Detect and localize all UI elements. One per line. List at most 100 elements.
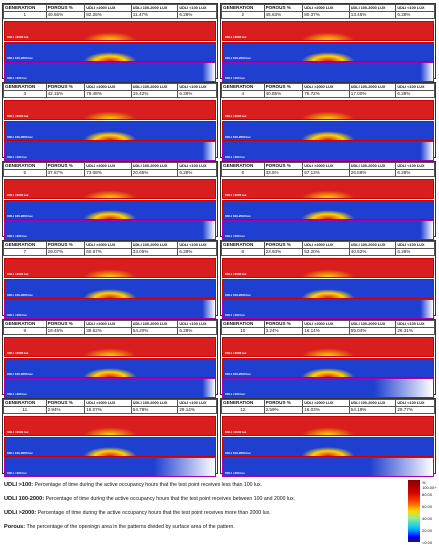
value-udli-2000: 53.20% <box>302 248 350 256</box>
generation-panel: GENERATION POROUS % UDLI >2000 LUX UDLI 100… <box>220 82 436 161</box>
generation-panel: GENERATION POROUS % UDLI >2000 LUX UDLI 100… <box>2 82 218 161</box>
generation-panel: GENERATION POROUS % UDLI >2000 LUX UDLI 100… <box>2 161 218 240</box>
header-udli-100: UDLI <100 LUX <box>395 320 435 328</box>
header-porous: POROUS % <box>263 4 304 12</box>
heatmap-strips: UDLI >2000 lux UDLI 100-2000 lux UDLI <100… <box>221 414 435 477</box>
value-generation: 8 <box>221 248 265 256</box>
header-generation: GENERATION <box>3 162 47 170</box>
value-porous: 45.63% <box>263 11 304 19</box>
generation-panel: GENERATION POROUS % UDLI >2000 LUX UDLI 100… <box>220 3 436 82</box>
strip-udli-over-2000: UDLI >2000 lux <box>4 100 216 120</box>
legend-term: Porous: <box>4 524 26 530</box>
strip-udli-over-2000-label: UDLI >2000 lux <box>225 430 247 434</box>
strip-udli-over-2000-label: UDLI >2000 lux <box>225 114 247 118</box>
value-porous: 2.59% <box>263 406 304 414</box>
heatmap-strips: UDLI >2000 lux UDLI 100-2000 lux UDLI <100… <box>221 19 435 82</box>
generation-table: GENERATION POROUS % UDLI >2000 LUX UDLI 100… <box>3 4 217 19</box>
value-udli-2000: 76.72% <box>302 90 350 98</box>
value-udli-2000: 16.14% <box>302 327 350 335</box>
value-generation: 2 <box>221 11 265 19</box>
legend-text: Percentage of time during the active occ… <box>37 510 271 516</box>
heatmap-strips: UDLI >2000 lux UDLI 100-2000 lux UDLI <100… <box>221 256 435 319</box>
strip-udli-under-100: UDLI <100 lux <box>222 378 434 398</box>
legend-text: Percentage of time during the active occ… <box>45 496 296 502</box>
value-porous: 2.94% <box>45 406 86 414</box>
header-generation: GENERATION <box>221 320 265 328</box>
header-udli-2000: UDLI >2000 LUX <box>84 241 132 249</box>
heatmap-strips: UDLI >2000 lux UDLI 100-2000 lux UDLI <100… <box>221 98 435 161</box>
header-udli-100-2000: UDLI 100-2000 LUX <box>348 241 397 249</box>
header-porous: POROUS % <box>263 162 304 170</box>
header-udli-100: UDLI <100 LUX <box>177 4 217 12</box>
header-generation: GENERATION <box>221 162 265 170</box>
header-udli-100: UDLI <100 LUX <box>177 399 217 407</box>
header-udli-100: UDLI <100 LUX <box>395 83 435 91</box>
strip-udli-100-2000-label: UDLI 100-2000 lux <box>7 372 33 376</box>
header-udli-100-2000: UDLI 100-2000 LUX <box>130 241 179 249</box>
strip-udli-100-2000: UDLI 100-2000 lux <box>222 42 434 62</box>
generation-panel: GENERATION POROUS % UDLI >2000 LUX UDLI 100… <box>220 240 436 319</box>
value-generation: 4 <box>221 90 265 98</box>
header-generation: GENERATION <box>221 399 265 407</box>
header-udli-100-2000: UDLI 100-2000 LUX <box>130 4 179 12</box>
strip-udli-under-100-label: UDLI <100 lux <box>7 155 27 159</box>
header-udli-2000: UDLI >2000 LUX <box>302 4 350 12</box>
strip-udli-over-2000-label: UDLI >2000 lux <box>225 272 247 276</box>
generation-panel: GENERATION POROUS % UDLI >2000 LUX UDLI 100… <box>220 161 436 240</box>
value-udli-2000: 39.52% <box>84 327 132 335</box>
value-udli-2000: 73.08% <box>84 169 132 177</box>
generation-table: GENERATION POROUS % UDLI >2000 LUX UDLI 100… <box>221 83 435 98</box>
strip-udli-100-2000: UDLI 100-2000 lux <box>4 437 216 457</box>
value-udli-100-2000: 54.78% <box>130 406 179 414</box>
generation-panel: GENERATION POROUS % UDLI >2000 LUX UDLI 100… <box>2 3 218 82</box>
header-generation: GENERATION <box>3 83 47 91</box>
header-udli-100-2000: UDLI 100-2000 LUX <box>130 83 179 91</box>
header-porous: POROUS % <box>263 399 304 407</box>
strip-udli-under-100: UDLI <100 lux <box>222 220 434 240</box>
strip-udli-under-100: UDLI <100 lux <box>4 220 216 240</box>
value-porous: 49.56% <box>45 11 86 19</box>
strip-udli-under-100-label: UDLI <100 lux <box>225 155 245 159</box>
value-generation: 6 <box>221 169 265 177</box>
header-porous: POROUS % <box>263 241 304 249</box>
strip-udli-over-2000: UDLI >2000 lux <box>222 258 434 278</box>
strip-udli-over-2000-label: UDLI >2000 lux <box>225 351 247 355</box>
header-udli-100: UDLI <100 LUX <box>395 241 435 249</box>
value-udli-100-2000: 17.00% <box>348 90 397 98</box>
strip-udli-over-2000-label: UDLI >2000 lux <box>7 430 29 434</box>
header-udli-2000: UDLI >2000 LUX <box>84 399 132 407</box>
header-udli-2000: UDLI >2000 LUX <box>84 162 132 170</box>
colorbar-tick: 40.00 <box>422 516 433 521</box>
legend-text: Percentage of time during the active occ… <box>34 482 263 488</box>
strip-udli-over-2000-label: UDLI >2000 lux <box>7 272 29 276</box>
strip-udli-100-2000: UDLI 100-2000 lux <box>222 200 434 220</box>
header-generation: GENERATION <box>3 4 47 12</box>
header-udli-2000: UDLI >2000 LUX <box>302 241 350 249</box>
strip-udli-100-2000: UDLI 100-2000 lux <box>4 200 216 220</box>
value-udli-2000: 16.03% <box>302 406 350 414</box>
strip-udli-100-2000: UDLI 100-2000 lux <box>4 121 216 141</box>
strip-udli-100-2000: UDLI 100-2000 lux <box>222 437 434 457</box>
header-udli-100-2000: UDLI 100-2000 LUX <box>130 320 179 328</box>
value-porous: 37.87% <box>45 169 86 177</box>
strip-udli-under-100: UDLI <100 lux <box>4 141 216 161</box>
strip-udli-100-2000-label: UDLI 100-2000 lux <box>7 56 33 60</box>
value-generation: 10 <box>221 327 265 335</box>
strip-udli-over-2000-label: UDLI >2000 lux <box>7 193 29 197</box>
strip-udli-over-2000: UDLI >2000 lux <box>4 258 216 278</box>
generation-table: GENERATION POROUS % UDLI >2000 LUX UDLI 100… <box>3 399 217 414</box>
value-udli-100: 6.28% <box>177 327 217 335</box>
header-udli-100-2000: UDLI 100-2000 LUX <box>130 399 179 407</box>
header-udli-100-2000: UDLI 100-2000 LUX <box>348 4 397 12</box>
value-udli-100-2000: 20.65% <box>130 169 179 177</box>
legend: UDLI >100: Percentage of time during the… <box>4 478 398 534</box>
generation-table: GENERATION POROUS % UDLI >2000 LUX UDLI 100… <box>221 399 435 414</box>
header-generation: GENERATION <box>221 241 265 249</box>
strip-udli-100-2000-label: UDLI 100-2000 lux <box>225 135 251 139</box>
header-udli-2000: UDLI >2000 LUX <box>302 162 350 170</box>
value-udli-2000: 82.25% <box>84 11 132 19</box>
value-udli-100: 6.28% <box>395 11 435 19</box>
legend-term: UDLI >100: <box>4 482 34 488</box>
legend-item: Porous: The percentage of the openingn a… <box>4 520 398 534</box>
header-generation: GENERATION <box>3 320 47 328</box>
